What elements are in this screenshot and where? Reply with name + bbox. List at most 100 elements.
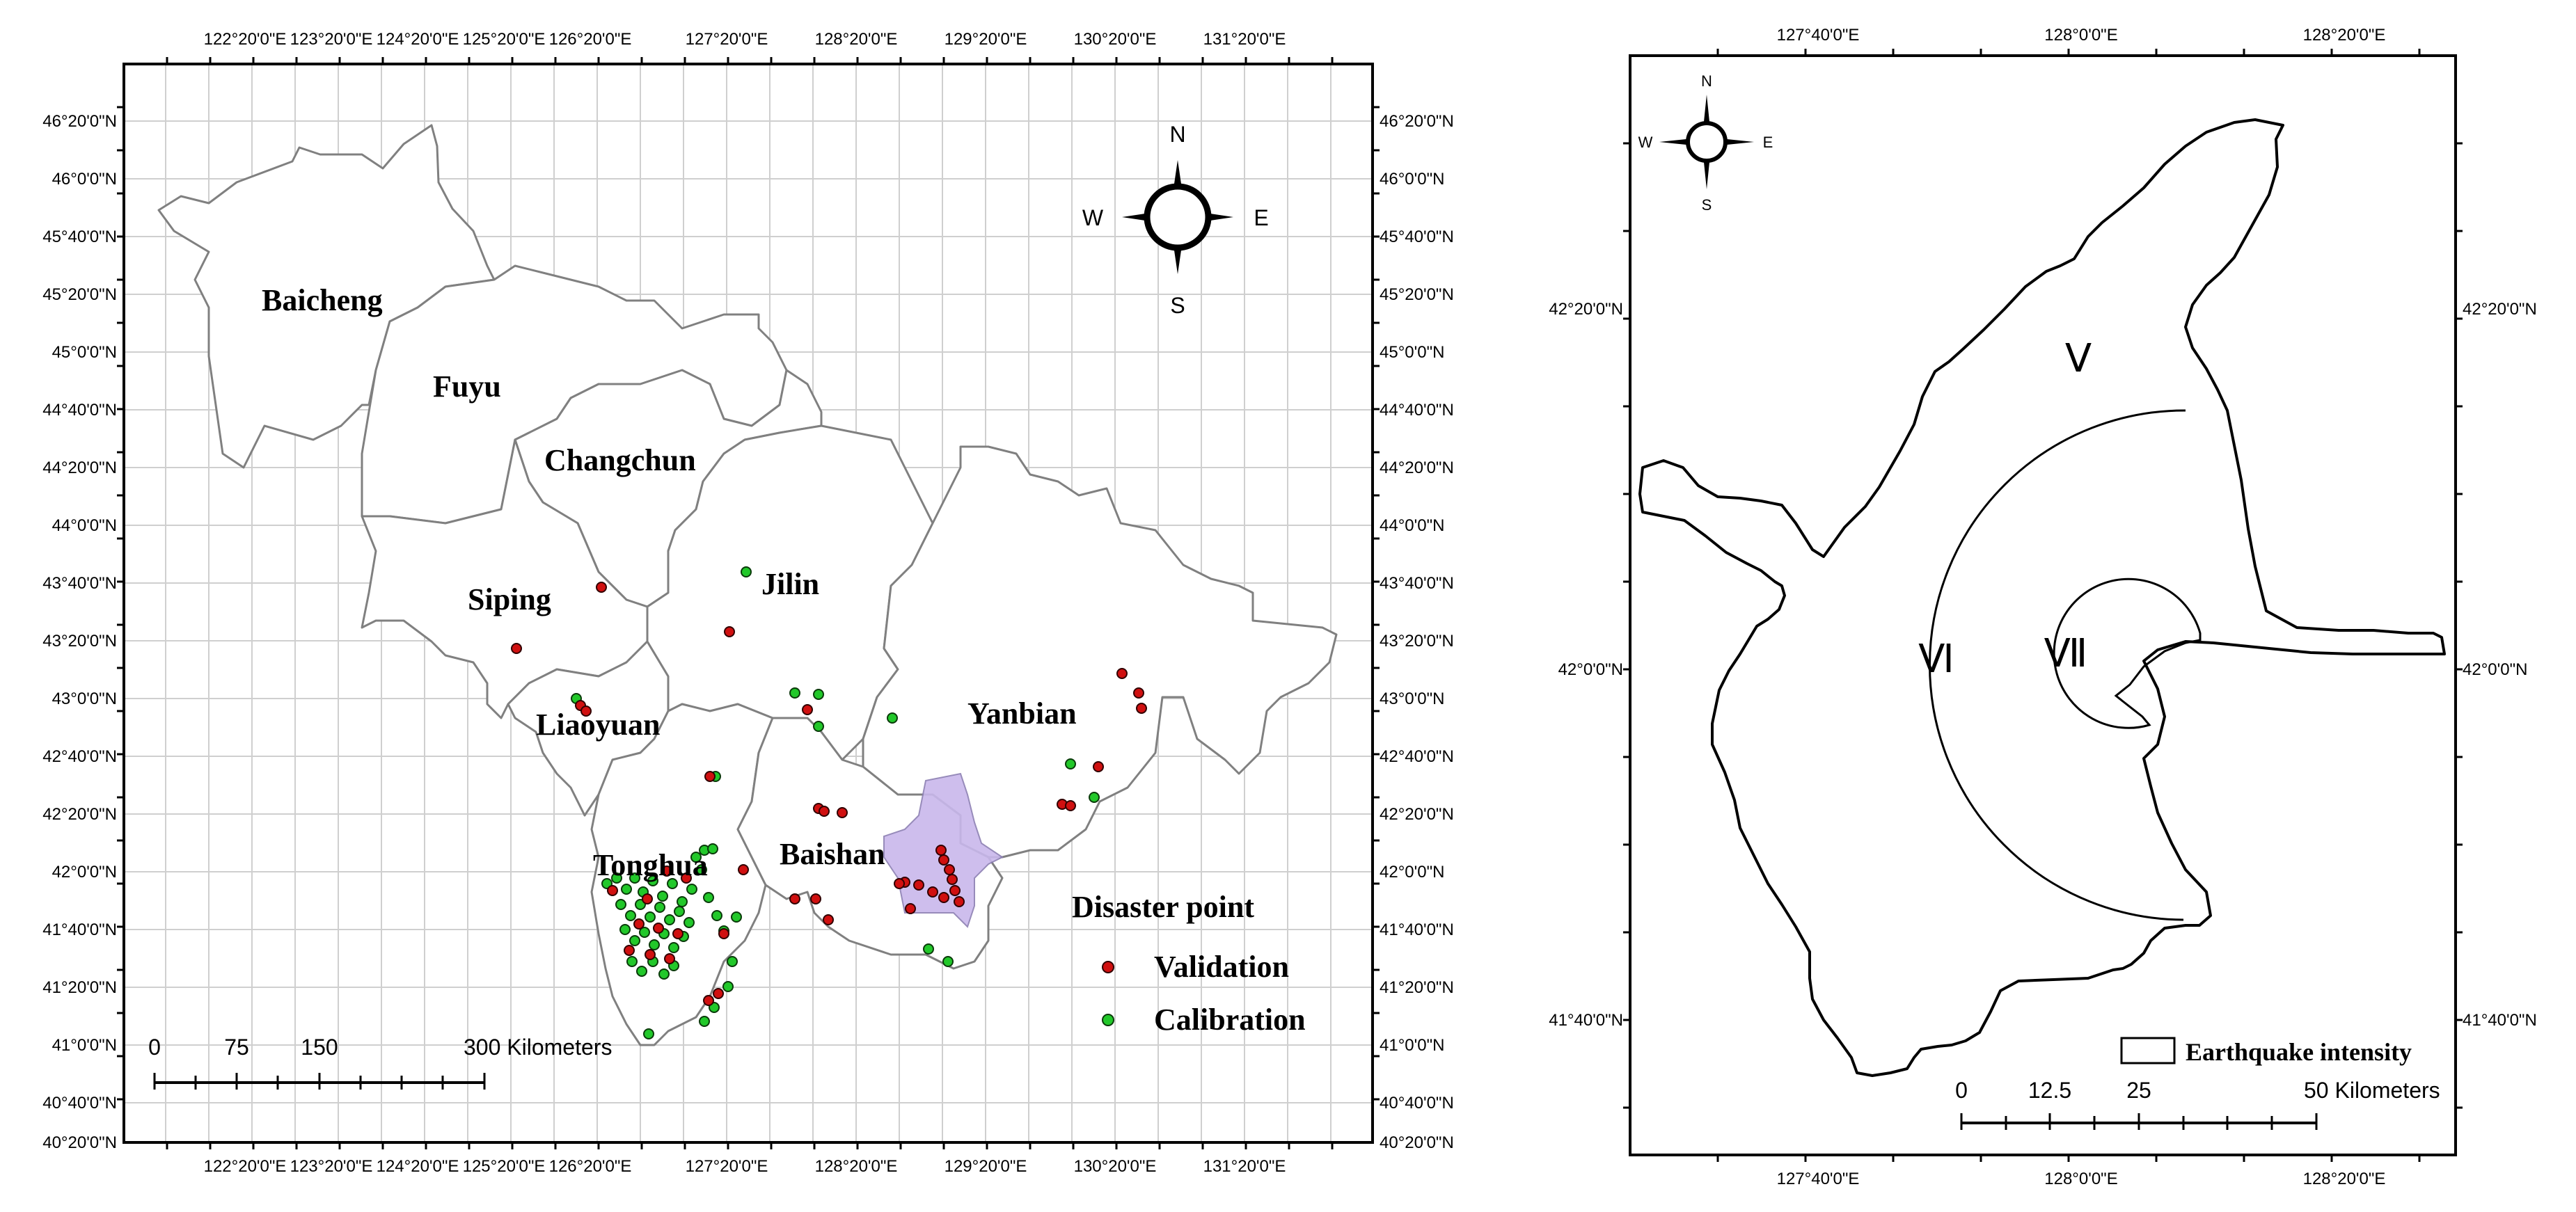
validation-point [789, 893, 800, 904]
calibration-point [645, 911, 656, 923]
validation-point [633, 918, 645, 930]
lat-label-right: 44°20'0"N [1380, 459, 1454, 477]
validation-point [681, 872, 692, 884]
validation-point [661, 866, 672, 877]
validation-point [819, 806, 830, 817]
validation-point [802, 704, 813, 715]
intensity-label-vii: Ⅶ [2044, 632, 2088, 676]
scale-label-12-5: 12.5 [2028, 1078, 2071, 1103]
lat-label-right: 44°40'0"N [1380, 401, 1454, 420]
label-liaoyuan: Liaoyuan [536, 708, 661, 742]
calibration-point [664, 914, 675, 925]
right-scalebar: 0 12.5 25 50 Kilometers [1955, 1078, 2440, 1130]
calibration-point [699, 1016, 710, 1027]
calibration-points [571, 566, 1100, 1039]
lon-label-bottom: 129°20'0"E [945, 1157, 1027, 1176]
calibration-point [813, 721, 824, 732]
lat-label-right: 45°20'0"N [1380, 285, 1454, 304]
lat-label-right: 42°20'0"N [2463, 300, 2537, 319]
disaster-legend: Disaster point Validation Calibration [1072, 890, 1306, 1037]
lon-label-bottom: 128°0'0"E [2044, 1170, 2117, 1188]
left-map: Baicheng Fuyu Changchun Jilin Siping Lia… [42, 30, 1454, 1176]
legend-calibration-swatch [1102, 1014, 1114, 1026]
lat-label-left: 46°0'0"N [52, 170, 117, 189]
lat-label-left: 46°20'0"N [42, 112, 117, 131]
calibration-point [619, 924, 631, 935]
calibration-point [703, 892, 714, 903]
validation-point [954, 896, 965, 907]
validation-point [607, 885, 618, 896]
label-jilin: Jilin [761, 567, 819, 601]
validation-point [823, 914, 834, 925]
calibration-point [789, 687, 800, 699]
calibration-point [658, 968, 670, 980]
label-tonghua: Tonghua [593, 848, 708, 882]
right-map-ticks [1623, 49, 2463, 1162]
compass-rose-icon: N S E W [1638, 72, 1773, 214]
lon-label-top: 131°20'0"E [1203, 30, 1286, 49]
validation-point [1093, 761, 1104, 772]
intensity-label-vi: Ⅵ [1918, 638, 1954, 681]
lon-label-top: 126°20'0"E [549, 30, 632, 49]
left-map-coordinate-labels: 122°20'0"E 123°20'0"E 124°20'0"E 125°20'… [42, 30, 1454, 1176]
lat-label-right: 45°0'0"N [1380, 343, 1444, 362]
validation-point [624, 945, 635, 956]
lon-label-top: 123°20'0"E [290, 30, 373, 49]
validation-point [704, 771, 716, 782]
scale-label-0: 0 [148, 1035, 161, 1060]
validation-point [580, 705, 592, 717]
lon-label-bottom: 131°20'0"E [1203, 1157, 1286, 1176]
label-siping: Siping [468, 582, 551, 616]
validation-point [703, 995, 714, 1006]
lat-label-right: 42°20'0"N [1380, 805, 1454, 824]
compass-west-label: W [1638, 134, 1653, 151]
lon-label-bottom: 127°20'0"E [686, 1157, 768, 1176]
validation-point [1116, 668, 1128, 679]
right-map-frame [1629, 54, 2457, 1156]
compass-north-label: N [1169, 122, 1185, 147]
lon-label-bottom: 125°20'0"E [463, 1157, 546, 1176]
calibration-point [690, 852, 702, 863]
lat-label-left: 42°20'0"N [1549, 300, 1623, 319]
lon-label-bottom: 128°20'0"E [2303, 1170, 2386, 1188]
lat-label-left: 45°0'0"N [52, 343, 117, 362]
right-map-coordinate-labels: 127°40'0"E 128°0'0"E 128°20'0"E 127°40'0… [1549, 26, 2537, 1188]
validation-point [653, 923, 664, 934]
validation-point [938, 854, 949, 866]
calibration-point [707, 843, 718, 854]
right-map: Ⅴ Ⅵ Ⅶ N S E W Earthquake intensity [1549, 26, 2537, 1188]
compass-north-label: N [1701, 72, 1712, 90]
lat-label-left: 41°20'0"N [42, 978, 117, 997]
lon-label-top: 124°20'0"E [377, 30, 459, 49]
legend-calibration-label: Calibration [1154, 1003, 1306, 1037]
scale-label-50: 50 Kilometers [2304, 1078, 2440, 1103]
lat-label-left: 45°40'0"N [42, 228, 117, 246]
validation-point [596, 582, 607, 593]
lat-label-left: 41°40'0"N [1549, 1011, 1623, 1030]
calibration-point [813, 689, 824, 700]
lat-label-left: 43°20'0"N [42, 632, 117, 651]
lat-label-right: 43°20'0"N [1380, 632, 1454, 651]
validation-point [905, 903, 916, 914]
compass-south-label: S [1170, 293, 1185, 318]
compass-east-label: E [1763, 134, 1773, 151]
scale-label-25: 25 [2126, 1078, 2151, 1103]
validation-point [938, 892, 949, 903]
lon-label-top: 129°20'0"E [945, 30, 1027, 49]
validation-point [1065, 800, 1076, 811]
compass-rose-icon: N S E W [1082, 122, 1269, 318]
calibration-point [731, 911, 742, 923]
validation-point [1133, 687, 1144, 699]
calibration-point [625, 910, 636, 921]
label-baicheng: Baicheng [262, 283, 383, 317]
calibration-point [626, 956, 638, 967]
calibration-point [649, 939, 660, 950]
calibration-point [722, 981, 734, 992]
calibration-point [615, 899, 626, 910]
calibration-point [668, 942, 679, 953]
lon-label-top: 122°20'0"E [204, 30, 287, 49]
scale-label-300: 300 Kilometers [464, 1035, 612, 1060]
lon-label-bottom: 126°20'0"E [549, 1157, 632, 1176]
study-area-outline [1638, 118, 2446, 1077]
lat-label-left: 44°20'0"N [42, 459, 117, 477]
